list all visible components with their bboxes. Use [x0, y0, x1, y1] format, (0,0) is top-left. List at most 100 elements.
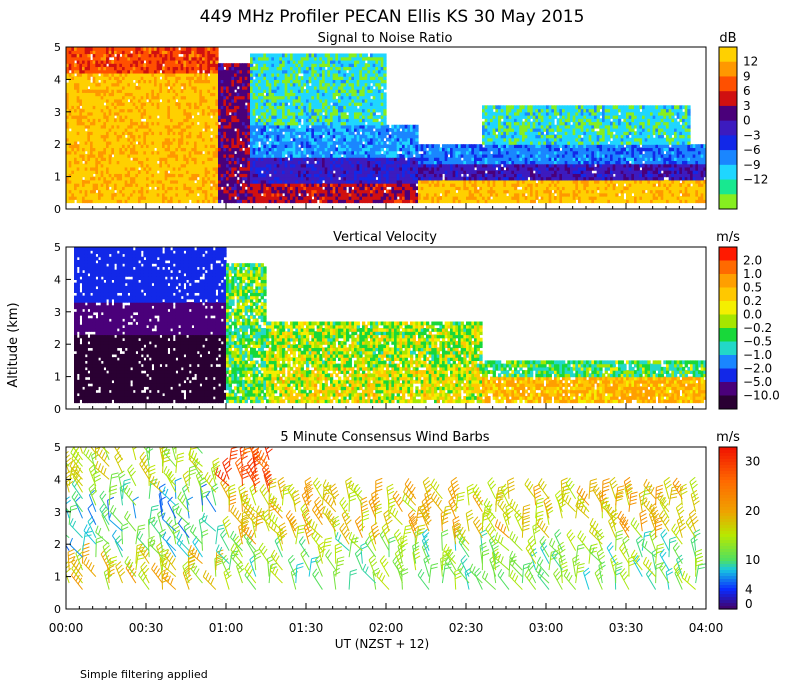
heatmap-cell	[84, 144, 88, 149]
heatmap-cell	[386, 189, 390, 194]
heatmap-cell	[348, 128, 352, 132]
heatmap-cell	[266, 150, 270, 155]
heatmap-cell	[351, 170, 355, 174]
heatmap-cell	[207, 79, 211, 84]
heatmap-cell	[127, 176, 131, 181]
heatmap-cell	[148, 50, 152, 55]
heatmap-cell	[119, 157, 123, 161]
heatmap-cell	[188, 108, 192, 113]
heatmap-cell	[231, 111, 235, 116]
heatmap-cell	[282, 186, 286, 191]
heatmap-cell	[188, 150, 192, 155]
heatmap-cell	[218, 82, 222, 87]
heatmap-cell	[354, 196, 358, 200]
heatmap-cell	[194, 102, 198, 106]
heatmap-cell	[314, 134, 318, 139]
heatmap-cell	[106, 118, 110, 123]
heatmap-cell	[143, 153, 147, 158]
heatmap-cell	[204, 79, 208, 84]
heatmap-cell	[338, 137, 342, 142]
heatmap-cell	[335, 186, 339, 191]
heatmap-cell	[204, 137, 208, 142]
heatmap-cell	[188, 144, 192, 149]
heatmap-cell	[226, 102, 230, 106]
heatmap-cell	[364, 170, 368, 174]
heatmap-cell	[87, 196, 91, 200]
heatmap-cell	[90, 137, 94, 142]
heatmap-cell	[194, 176, 198, 181]
heatmap-cell	[324, 131, 328, 136]
heatmap-cell	[162, 66, 166, 71]
heatmap-cell	[274, 79, 278, 84]
heatmap-cell	[287, 59, 291, 64]
heatmap-cell	[343, 163, 347, 168]
heatmap-cell	[148, 134, 152, 139]
heatmap-cell	[346, 128, 350, 132]
heatmap-cell	[404, 179, 408, 184]
heatmap-cell	[108, 115, 112, 119]
heatmap-cell	[268, 105, 272, 110]
heatmap-cell	[290, 186, 294, 191]
heatmap-cell	[263, 72, 267, 77]
heatmap-cell	[100, 50, 104, 55]
heatmap-cell	[100, 76, 104, 80]
heatmap-cell	[196, 160, 200, 165]
heatmap-cell	[164, 150, 168, 155]
heatmap-cell	[100, 196, 104, 200]
heatmap-cell	[103, 121, 107, 126]
heatmap-cell	[228, 105, 232, 110]
heatmap-cell	[279, 166, 283, 171]
heatmap-cell	[116, 199, 120, 204]
heatmap-cell	[306, 140, 310, 145]
heatmap-cell	[228, 98, 232, 103]
heatmap-cell	[140, 163, 144, 168]
heatmap-cell	[394, 153, 398, 158]
heatmap-cell	[84, 59, 88, 64]
heatmap-cell	[162, 176, 166, 181]
heatmap-cell	[348, 189, 352, 194]
heatmap-cell	[116, 63, 120, 68]
heatmap-cell	[156, 89, 160, 93]
heatmap-cell	[263, 157, 267, 161]
heatmap-cell	[84, 199, 88, 204]
heatmap-cell	[135, 95, 139, 100]
heatmap-cell	[228, 131, 232, 136]
heatmap-cell	[183, 124, 187, 129]
heatmap-cell	[148, 76, 152, 80]
heatmap-cell	[247, 128, 251, 132]
heatmap-cell	[215, 134, 219, 139]
heatmap-cell	[122, 128, 126, 132]
heatmap-cell	[364, 140, 368, 145]
heatmap-cell	[148, 196, 152, 200]
heatmap-cell	[303, 157, 307, 161]
heatmap-cell	[399, 183, 403, 187]
heatmap-cell	[156, 166, 160, 171]
heatmap-cell	[223, 89, 227, 93]
heatmap-cell	[108, 179, 112, 184]
heatmap-cell	[108, 160, 112, 165]
heatmap-cell	[199, 179, 203, 184]
heatmap-cell	[172, 170, 176, 174]
heatmap-cell	[396, 137, 400, 142]
heatmap-cell	[82, 89, 86, 93]
heatmap-cell	[151, 56, 155, 61]
heatmap-cell	[242, 82, 246, 87]
heatmap-cell	[218, 89, 222, 93]
heatmap-cell	[74, 63, 78, 68]
heatmap-cell	[106, 66, 110, 71]
heatmap-cell	[122, 115, 126, 119]
heatmap-cell	[327, 176, 331, 181]
heatmap-cell	[303, 179, 307, 184]
heatmap-cell	[199, 79, 203, 84]
heatmap-cell	[375, 137, 379, 142]
heatmap-cell	[180, 128, 184, 132]
heatmap-cell	[239, 76, 243, 80]
heatmap-cell	[79, 92, 83, 97]
heatmap-cell	[268, 66, 272, 71]
heatmap-cell	[412, 176, 416, 181]
heatmap-cell	[231, 140, 235, 145]
heatmap-cell	[71, 111, 75, 116]
heatmap-cell	[87, 137, 91, 142]
heatmap-cell	[372, 192, 376, 197]
heatmap-cell	[372, 183, 376, 187]
